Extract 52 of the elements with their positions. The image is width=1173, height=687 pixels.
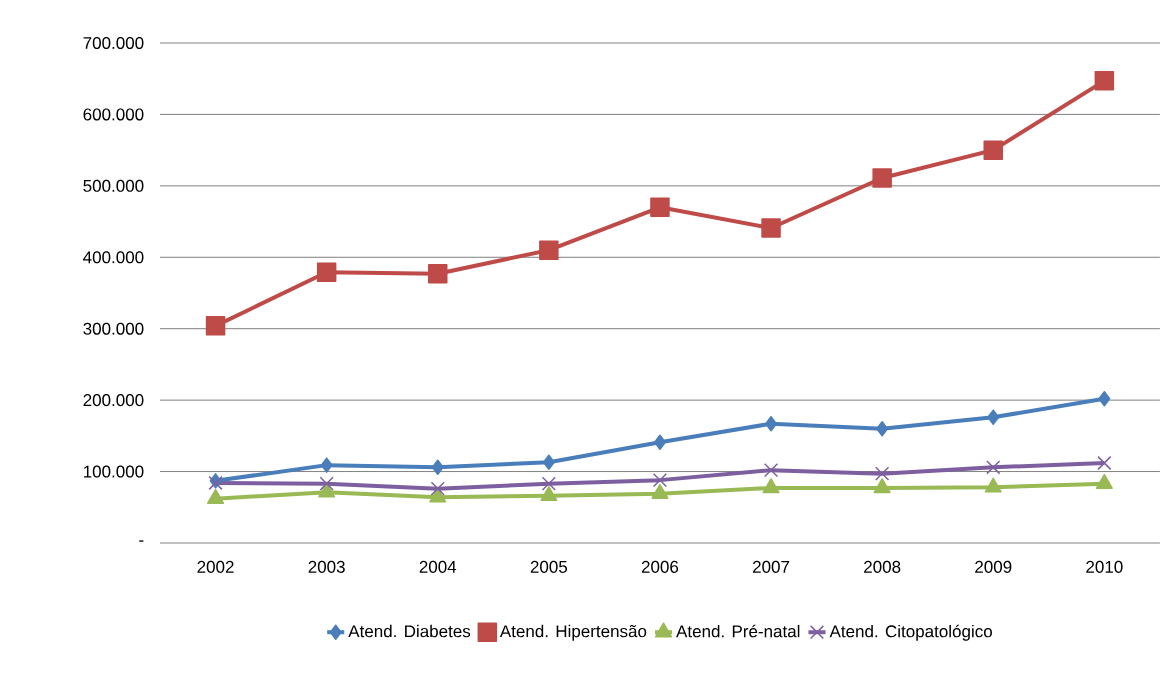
y-tick-label: 600.000	[83, 108, 144, 121]
x-tick-label: 2002	[197, 560, 234, 573]
x-tick-label: 2007	[753, 560, 790, 573]
point	[205, 316, 226, 336]
point	[428, 263, 448, 284]
x-tick-label: 2003	[308, 560, 345, 573]
point	[1094, 71, 1115, 91]
x-tick-label: 2009	[975, 560, 1012, 573]
point	[761, 218, 781, 238]
y-tick-label: 700.000	[83, 36, 144, 50]
point	[542, 454, 555, 471]
point	[539, 240, 559, 260]
y-tick-label: -	[139, 540, 144, 542]
point	[540, 486, 558, 502]
x-tick-label: 2010	[1086, 560, 1123, 573]
point	[320, 457, 333, 473]
y-tick-label: 100.000	[83, 465, 144, 478]
point	[987, 409, 1000, 426]
y-tick-label: 200.000	[83, 394, 144, 407]
point	[984, 477, 1002, 493]
point	[1097, 455, 1112, 471]
point	[316, 262, 337, 283]
point	[983, 140, 1003, 160]
legend-label: Atend. Citopatológico	[829, 624, 992, 641]
x-tick-label: 2008	[864, 560, 901, 573]
point	[765, 415, 778, 432]
point	[876, 420, 889, 437]
point	[541, 476, 556, 491]
point	[319, 476, 334, 491]
point	[873, 478, 891, 494]
y-tick-label: 500.000	[83, 179, 144, 192]
point	[429, 487, 447, 503]
legend-label: Atend. Hipertensão	[499, 624, 647, 641]
point	[986, 460, 1001, 475]
legend-label: Atend. Diabetes	[348, 624, 471, 638]
x-tick-label: 2005	[530, 560, 568, 573]
point	[763, 463, 779, 478]
point	[431, 459, 444, 476]
point	[1098, 390, 1111, 407]
point	[875, 466, 890, 481]
point	[318, 482, 336, 498]
point	[872, 168, 892, 188]
point	[652, 473, 668, 488]
x-tick-label: 2004	[419, 560, 457, 573]
point	[650, 197, 670, 218]
point	[653, 434, 666, 451]
legend-label: Atend. Pré-natal	[676, 624, 800, 638]
y-tick-label: 300.000	[83, 322, 144, 335]
x-tick-label: 2006	[641, 560, 679, 573]
y-tick-label: 400.000	[83, 251, 144, 264]
point	[430, 481, 445, 496]
point	[762, 478, 780, 494]
